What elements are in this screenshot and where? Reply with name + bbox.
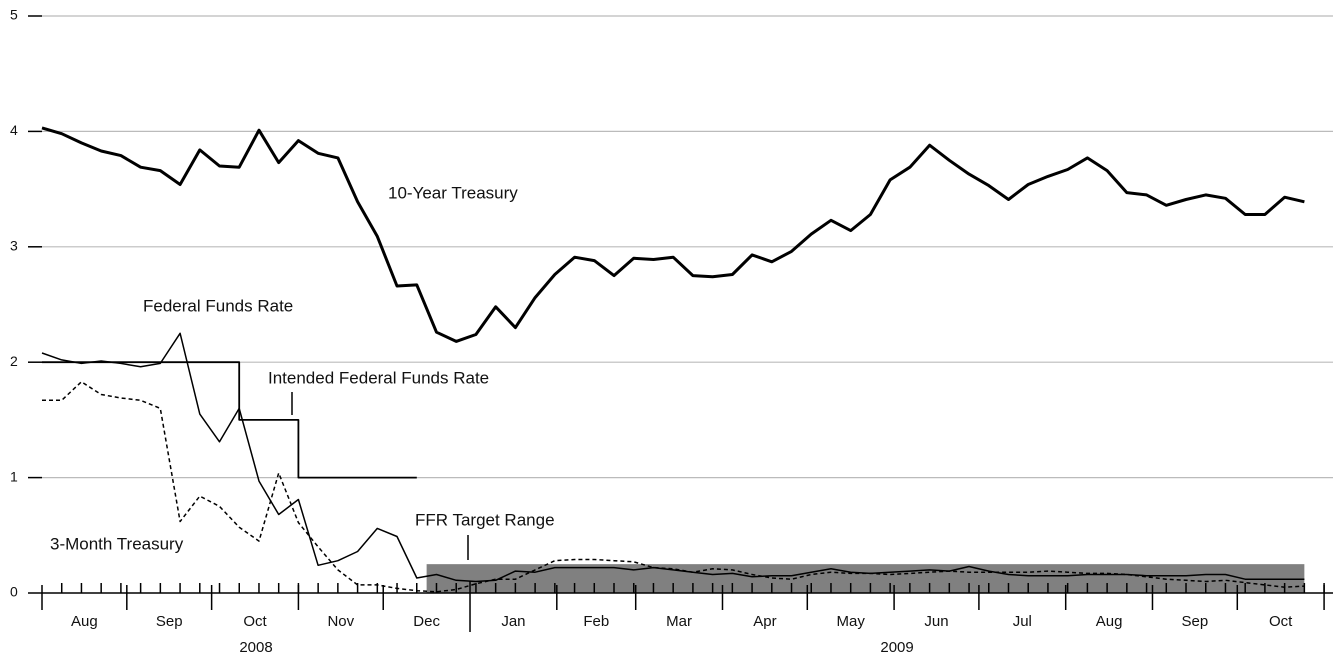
y-tick-label: 3 [10,238,18,254]
x-tick-label: Nov [327,613,354,630]
year-label: 2008 [239,639,272,656]
annotation: Intended Federal Funds Rate [268,368,489,387]
x-tick-label: Sep [1182,613,1209,630]
series-line [41,332,1305,583]
target-range [426,564,1305,593]
x-tick-label: May [837,613,866,630]
x-tick-label: Aug [71,613,98,630]
series-line [42,361,417,479]
y-tick-label: 2 [10,353,18,369]
y-tick-label: 0 [10,584,18,600]
annotation: Federal Funds Rate [143,296,293,315]
x-tick-label: Sep [156,613,183,630]
series-line [41,126,1305,343]
y-tick-label: 4 [10,122,18,138]
annotation: FFR Target Range [415,510,555,529]
x-tick-label: Jun [924,613,948,630]
annotation: 10-Year Treasury [388,183,518,202]
x-tick-label: Apr [753,613,776,630]
x-tick-label: Jul [1013,613,1032,630]
x-tick-label: Feb [583,613,609,630]
y-tick-label: 5 [10,7,18,23]
series-line [42,381,1305,593]
x-tick-label: Jan [501,613,525,630]
x-tick-label: Aug [1096,613,1123,630]
y-tick-label: 1 [10,468,18,484]
x-tick-label: Dec [413,613,440,630]
x-tick-label: Oct [1269,613,1293,630]
annotation: 3-Month Treasury [50,534,184,553]
year-label: 2009 [880,639,913,656]
x-tick-label: Oct [243,613,267,630]
x-tick-label: Mar [666,613,692,630]
